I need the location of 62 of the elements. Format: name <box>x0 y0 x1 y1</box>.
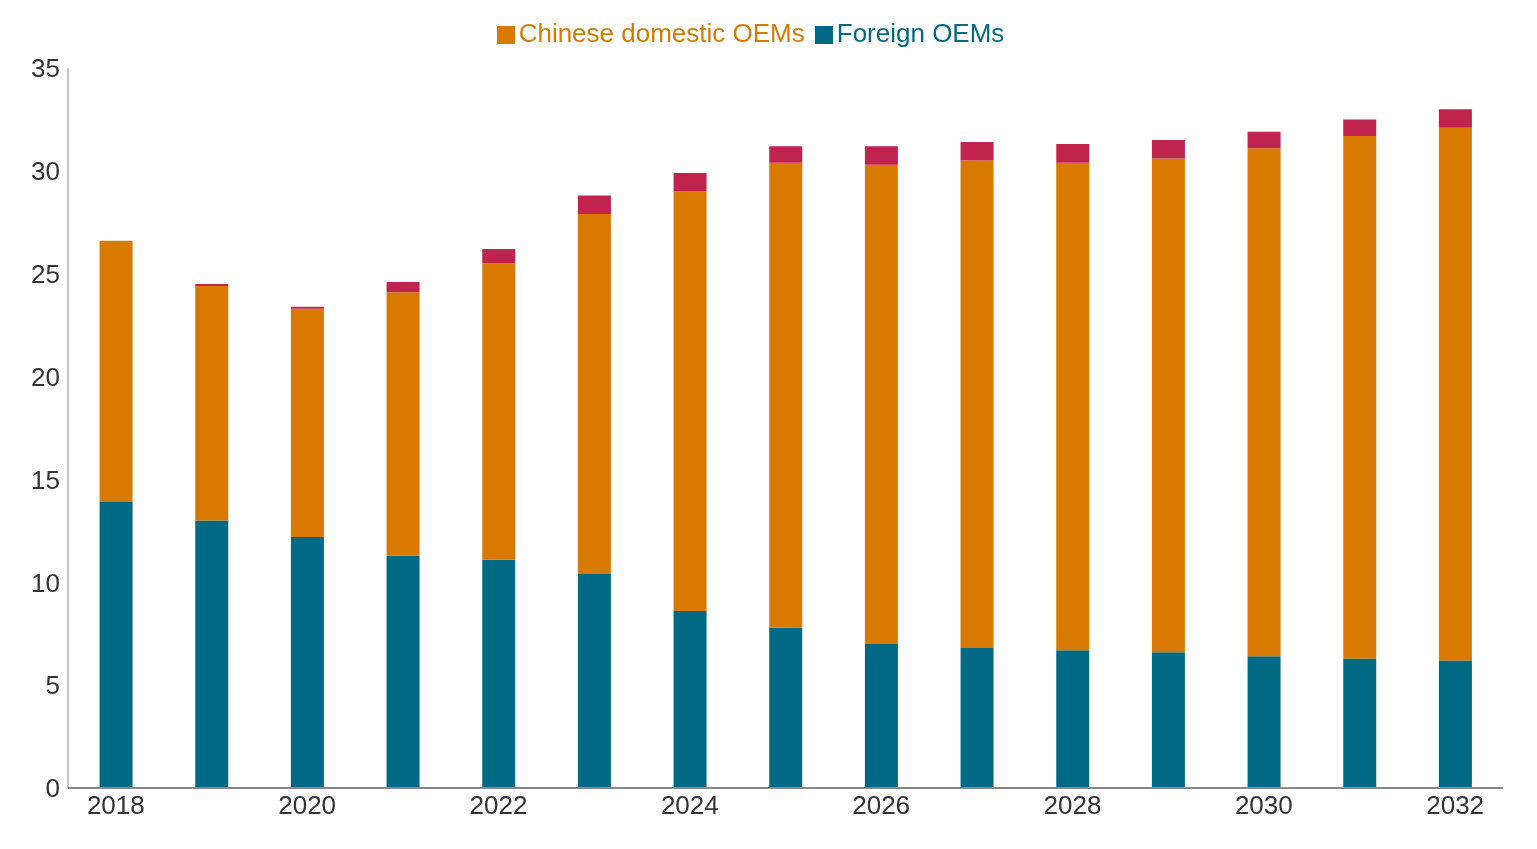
bar <box>1343 135 1377 659</box>
legend-label: Chinese domestic OEMs <box>518 18 805 48</box>
bar <box>673 191 707 612</box>
bar <box>1438 109 1472 128</box>
bar <box>1247 148 1281 657</box>
bar <box>482 249 516 264</box>
bar <box>577 195 611 215</box>
bar <box>1343 658 1377 788</box>
bar <box>673 172 707 192</box>
bar <box>864 146 898 165</box>
bar <box>99 502 133 788</box>
bar <box>769 146 803 163</box>
y-tick-label: 5 <box>45 670 60 701</box>
bar <box>386 281 420 293</box>
bar <box>673 611 707 788</box>
bar <box>290 308 324 538</box>
y-tick-label: 25 <box>31 258 60 289</box>
bar <box>577 214 611 575</box>
bar <box>1247 131 1281 149</box>
bar <box>195 520 229 788</box>
bar <box>1151 140 1185 159</box>
bar <box>386 555 420 788</box>
bar <box>386 292 420 556</box>
bar <box>1151 652 1185 788</box>
y-tick-label: 10 <box>31 567 60 598</box>
bar <box>482 263 516 560</box>
bar <box>1438 127 1472 661</box>
bar <box>1151 158 1185 653</box>
legend-label: Foreign OEMs <box>836 18 1005 48</box>
y-tick-label: 30 <box>31 156 60 187</box>
x-tick-label: 2030 <box>1234 790 1293 821</box>
bar <box>290 537 324 788</box>
bar <box>1056 162 1090 651</box>
bar <box>960 160 994 649</box>
bar <box>1438 660 1472 788</box>
bar <box>864 164 898 644</box>
bar <box>1056 650 1090 788</box>
bar <box>769 162 803 628</box>
bar <box>195 286 229 521</box>
bar <box>99 240 133 503</box>
bar <box>960 648 994 788</box>
bar <box>1247 656 1281 788</box>
bar <box>1056 144 1090 163</box>
y-tick-label: 35 <box>31 53 60 84</box>
bar <box>290 306 324 309</box>
bar <box>960 142 994 161</box>
bar <box>195 284 229 287</box>
x-tick-label: 2020 <box>278 790 337 821</box>
x-tick-label: 2024 <box>660 790 719 821</box>
x-tick-label: 2028 <box>1043 790 1102 821</box>
y-tick-label: 0 <box>45 773 60 804</box>
y-tick-label: 15 <box>31 464 60 495</box>
x-tick-label: 2026 <box>852 790 911 821</box>
bar <box>1343 119 1377 136</box>
bar <box>769 627 803 788</box>
bar <box>577 574 611 788</box>
bar <box>864 644 898 788</box>
x-tick-label: 2018 <box>86 790 145 821</box>
x-tick-label: 2022 <box>469 790 528 821</box>
x-tick-label: 2032 <box>1426 790 1485 821</box>
y-tick-label: 20 <box>31 361 60 392</box>
bar <box>482 559 516 788</box>
